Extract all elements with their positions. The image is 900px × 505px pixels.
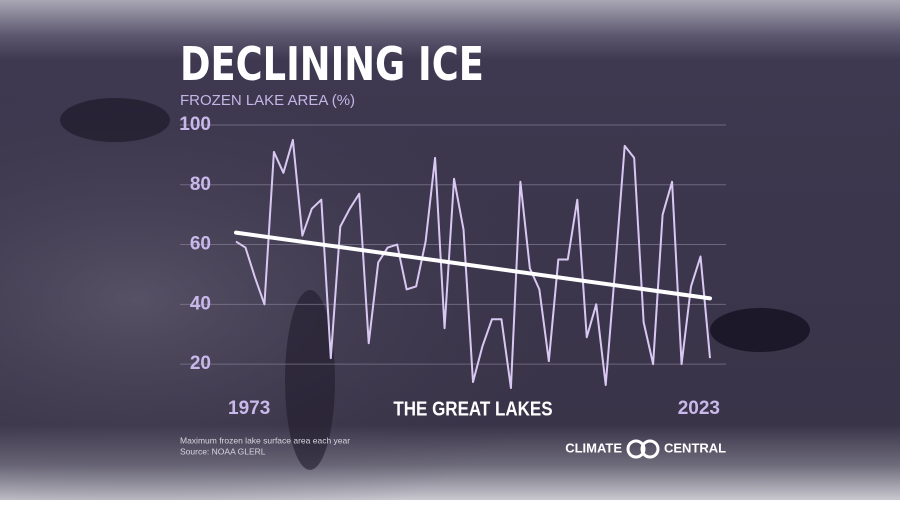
brand-logo <box>626 439 646 459</box>
y-tick-label: 60 <box>190 234 211 255</box>
brand-logo <box>640 439 660 459</box>
data-line <box>235 138 711 390</box>
y-tick-label: 20 <box>190 353 211 374</box>
y-tick-label: 100 <box>179 114 211 135</box>
footnote: Source: NOAA GLERL <box>180 446 266 456</box>
y-tick-label: 40 <box>190 293 211 314</box>
lake-shape <box>60 98 170 142</box>
footnote: Maximum frozen lake surface area each ye… <box>180 435 350 445</box>
chart-title: DECLINING ICE <box>180 37 484 91</box>
x-tick-label: 1973 <box>228 398 270 419</box>
trend-line <box>234 230 712 301</box>
plot-area: 20 40 60 80 100 1973 2023 <box>179 114 726 419</box>
lake-shape <box>710 308 810 352</box>
lake-shape <box>285 290 335 470</box>
chart-subtitle: FROZEN LAKE AREA (%) <box>180 92 355 109</box>
x-tick-label: 2023 <box>678 398 720 419</box>
y-tick-label: 80 <box>190 174 211 195</box>
brand-text: CENTRAL <box>664 440 726 455</box>
annotation: THE GREAT LAKES <box>393 397 552 420</box>
brand-text: CLIMATE <box>565 440 622 455</box>
